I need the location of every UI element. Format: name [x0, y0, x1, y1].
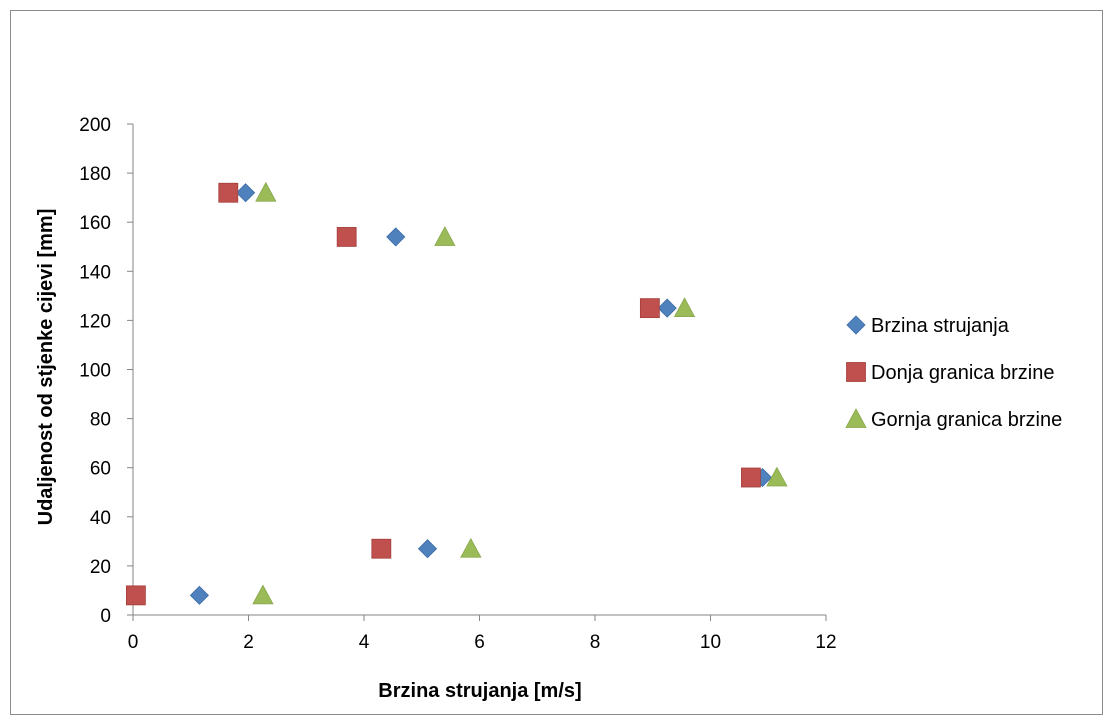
data-point [639, 298, 660, 319]
data-point [252, 584, 274, 605]
data-point [371, 538, 392, 559]
legend-label: Brzina strujanja [871, 315, 1010, 337]
y-axis-title: Udaljenost od stjenke cijevi [mm] [35, 209, 57, 526]
x-tick-label: 12 [815, 632, 836, 653]
y-tick-label: 120 [79, 311, 111, 332]
y-tick-label: 0 [100, 606, 111, 627]
x-tick-label: 6 [474, 632, 485, 653]
y-tick-label: 200 [79, 115, 111, 136]
y-tick-label: 80 [90, 410, 111, 431]
data-point [386, 227, 406, 247]
legend: Brzina strujanja Donja granica brzine Gorn… [845, 315, 1062, 431]
legend-label: Donja granica brzine [871, 362, 1054, 384]
x-tick-label: 4 [359, 632, 370, 653]
data-point [673, 297, 696, 318]
x-tick-label: 0 [128, 632, 139, 653]
y-tick-label: 60 [90, 459, 111, 480]
data-point [460, 537, 482, 558]
x-tick-label: 10 [700, 632, 721, 653]
y-tick-label: 160 [79, 213, 111, 234]
data-point [255, 181, 277, 202]
data-point [434, 226, 456, 246]
data-point [189, 585, 209, 605]
x-tick-label: 8 [590, 632, 601, 653]
legend-label: Gornja granica brzine [871, 409, 1062, 431]
data-point [766, 466, 788, 487]
data-point [218, 182, 239, 203]
data-point [336, 227, 357, 247]
data-point [417, 539, 438, 559]
data-point [741, 467, 761, 488]
y-tick-label: 20 [90, 557, 111, 578]
y-tick-label: 140 [79, 262, 111, 283]
data-point [236, 183, 256, 203]
y-tick-label: 40 [90, 508, 111, 529]
data-point [125, 585, 146, 606]
y-tick-label: 180 [79, 164, 111, 185]
y-tick-label: 100 [79, 361, 111, 382]
legend-marker [845, 408, 867, 428]
data-point [657, 298, 677, 318]
x-tick-label: 2 [243, 632, 254, 653]
legend-marker [846, 315, 866, 335]
x-axis-title: Brzina strujanja [m/s] [378, 680, 581, 702]
plot-layer: 0 20 40 60 80 100 120 140 160 180 200 0 2 4 6 8 10 12 [79, 115, 836, 653]
legend-marker [846, 362, 866, 382]
